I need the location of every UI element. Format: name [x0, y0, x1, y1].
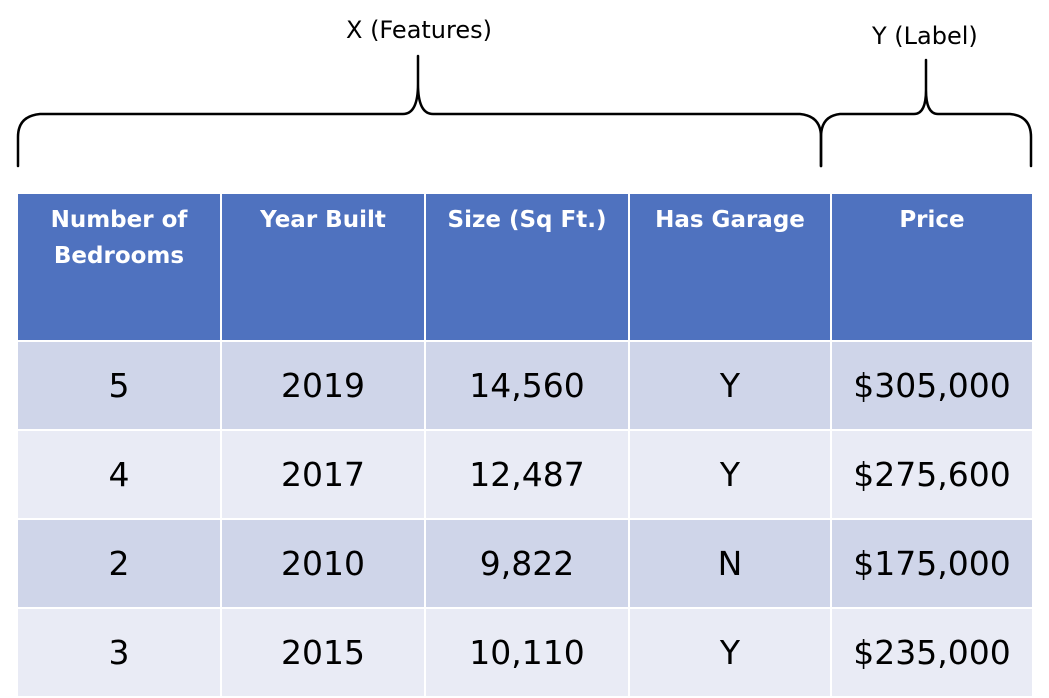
cell-has-garage: Y — [628, 607, 832, 698]
cell-size: 10,110 — [424, 607, 630, 698]
table-row: 2 2010 9,822 N $175,000 — [16, 518, 1034, 609]
cell-bedrooms: 5 — [16, 340, 222, 431]
cell-size: 14,560 — [424, 340, 630, 431]
cell-price: $175,000 — [830, 518, 1034, 609]
cell-price: $235,000 — [830, 607, 1034, 698]
cell-year-built: 2015 — [220, 607, 426, 698]
features-brace — [16, 54, 823, 168]
cell-bedrooms: 3 — [16, 607, 222, 698]
header-row: Number of Bedrooms Year Built Size (Sq F… — [16, 192, 1034, 342]
cell-year-built: 2017 — [220, 429, 426, 520]
table-row: 3 2015 10,110 Y $235,000 — [16, 607, 1034, 698]
table-row: 4 2017 12,487 Y $275,600 — [16, 429, 1034, 520]
cell-has-garage: Y — [628, 429, 832, 520]
cell-year-built: 2019 — [220, 340, 426, 431]
header-has-garage: Has Garage — [628, 192, 832, 342]
features-brace-label: X (Features) — [346, 16, 492, 44]
cell-bedrooms: 4 — [16, 429, 222, 520]
header-bedrooms: Number of Bedrooms — [16, 192, 222, 342]
label-brace — [819, 58, 1033, 168]
cell-price: $275,600 — [830, 429, 1034, 520]
cell-price: $305,000 — [830, 340, 1034, 431]
cell-size: 12,487 — [424, 429, 630, 520]
header-year-built: Year Built — [220, 192, 426, 342]
header-price: Price — [830, 192, 1034, 342]
header-size: Size (Sq Ft.) — [424, 192, 630, 342]
cell-size: 9,822 — [424, 518, 630, 609]
cell-bedrooms: 2 — [16, 518, 222, 609]
cell-has-garage: Y — [628, 340, 832, 431]
table-row: 5 2019 14,560 Y $305,000 — [16, 340, 1034, 431]
cell-has-garage: N — [628, 518, 832, 609]
housing-data-table: Number of Bedrooms Year Built Size (Sq F… — [16, 192, 1034, 698]
label-brace-label: Y (Label) — [872, 22, 978, 50]
cell-year-built: 2010 — [220, 518, 426, 609]
